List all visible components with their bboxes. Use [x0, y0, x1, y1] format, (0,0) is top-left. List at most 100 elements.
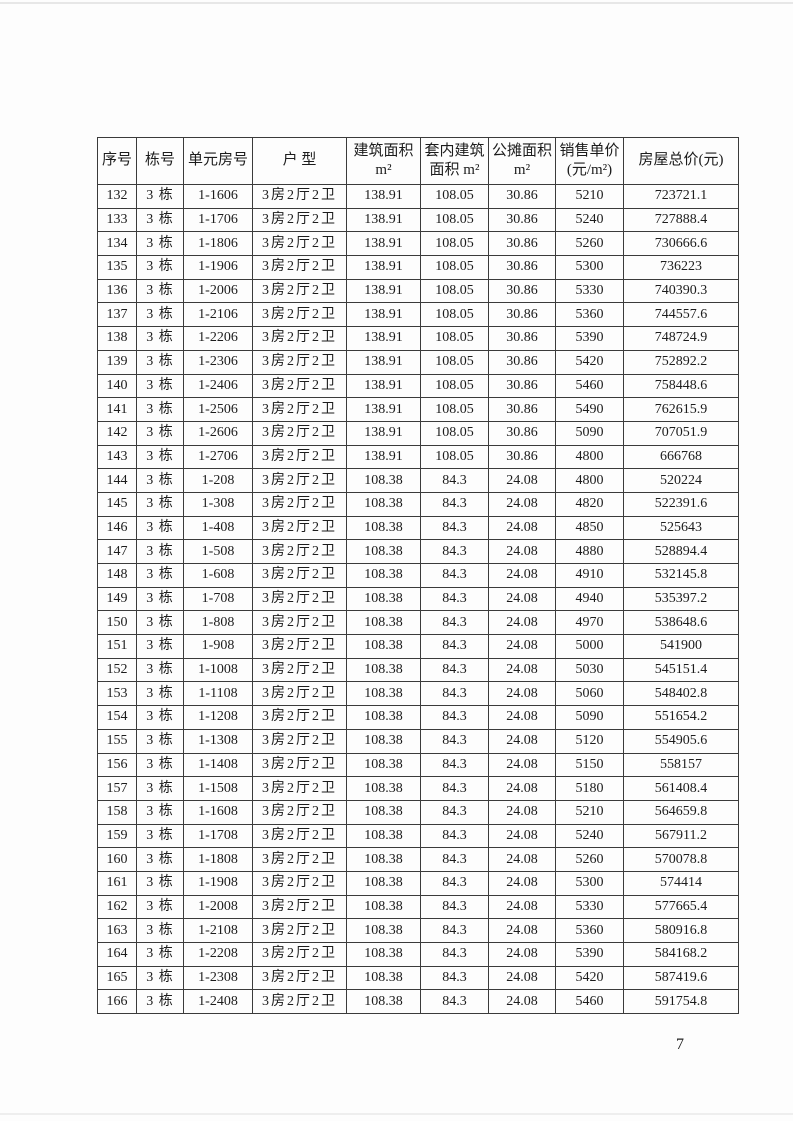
- cell-type: 3房2厅2卫: [252, 231, 347, 257]
- cell-gross_area: 138.91: [346, 184, 421, 209]
- cell-unit_price: 4800: [555, 468, 624, 493]
- cell-shared_area: 24.08: [488, 942, 556, 967]
- cell-gross_area: 108.38: [346, 894, 421, 920]
- cell-inner_area: 84.3: [420, 634, 489, 659]
- column-header-unit: 单元房号: [183, 137, 253, 185]
- cell-gross_area: 138.91: [346, 231, 421, 257]
- table-row: 145 3 栋 1-308 3房2厅2卫 108.38 84.3 24.08 4820 5223…: [97, 491, 739, 517]
- table-row: 158 3 栋 1-1608 3房2厅2卫 108.38 84.3 24.08 5210 564…: [97, 799, 739, 825]
- cell-unit: 1-2106: [183, 302, 253, 328]
- cell-seq: 151: [97, 634, 137, 659]
- cell-shared_area: 24.08: [488, 491, 556, 517]
- cell-unit_price: 5000: [555, 634, 624, 659]
- cell-total_price: 525643: [623, 515, 739, 541]
- cell-shared_area: 24.08: [488, 610, 556, 636]
- cell-inner_area: 84.3: [420, 752, 489, 778]
- cell-inner_area: 108.05: [420, 420, 489, 446]
- cell-shared_area: 30.86: [488, 420, 556, 446]
- cell-inner_area: 108.05: [420, 302, 489, 328]
- cell-inner_area: 84.3: [420, 610, 489, 636]
- cell-type: 3房2厅2卫: [252, 965, 347, 991]
- cell-unit_price: 5460: [555, 373, 624, 399]
- table-row: 140 3 栋 1-2406 3房2厅2卫 138.91 108.05 30.86 5460 7…: [97, 373, 739, 399]
- cell-shared_area: 24.08: [488, 563, 556, 588]
- cell-seq: 160: [97, 847, 137, 872]
- table-row: 142 3 栋 1-2606 3房2厅2卫 138.91 108.05 30.86 5090 7…: [97, 420, 739, 446]
- cell-building: 3 栋: [136, 373, 184, 399]
- table-row: 144 3 栋 1-208 3房2厅2卫 108.38 84.3 24.08 4800 5202…: [97, 468, 739, 493]
- cell-gross_area: 138.91: [346, 207, 421, 233]
- cell-seq: 156: [97, 752, 137, 778]
- cell-total_price: 758448.6: [623, 373, 739, 399]
- cell-building: 3 栋: [136, 255, 184, 280]
- cell-inner_area: 84.3: [420, 918, 489, 943]
- cell-shared_area: 24.08: [488, 515, 556, 541]
- cell-unit: 1-1806: [183, 231, 253, 257]
- cell-shared_area: 24.08: [488, 657, 556, 683]
- table-row: 143 3 栋 1-2706 3房2厅2卫 138.91 108.05 30.86 4800 6…: [97, 444, 739, 470]
- table-row: 137 3 栋 1-2106 3房2厅2卫 138.91 108.05 30.86 5360 7…: [97, 302, 739, 328]
- cell-unit: 1-2408: [183, 989, 253, 1015]
- cell-unit: 1-2306: [183, 349, 253, 375]
- cell-inner_area: 108.05: [420, 397, 489, 422]
- cell-unit_price: 4800: [555, 444, 624, 470]
- cell-building: 3 栋: [136, 468, 184, 493]
- cell-shared_area: 24.08: [488, 776, 556, 801]
- cell-total_price: 551654.2: [623, 705, 739, 730]
- cell-type: 3房2厅2卫: [252, 563, 347, 588]
- cell-unit_price: 5240: [555, 823, 624, 849]
- cell-inner_area: 108.05: [420, 231, 489, 257]
- table-row: 154 3 栋 1-1208 3房2厅2卫 108.38 84.3 24.08 5090 551…: [97, 705, 739, 730]
- cell-inner_area: 84.3: [420, 942, 489, 967]
- cell-unit_price: 5330: [555, 894, 624, 920]
- cell-gross_area: 108.38: [346, 870, 421, 896]
- cell-type: 3房2厅2卫: [252, 255, 347, 280]
- cell-unit_price: 5060: [555, 681, 624, 707]
- cell-building: 3 栋: [136, 965, 184, 991]
- table-row: 159 3 栋 1-1708 3房2厅2卫 108.38 84.3 24.08 5240 567…: [97, 823, 739, 849]
- cell-building: 3 栋: [136, 302, 184, 328]
- cell-total_price: 554905.6: [623, 728, 739, 754]
- cell-shared_area: 24.08: [488, 918, 556, 943]
- table-row: 153 3 栋 1-1108 3房2厅2卫 108.38 84.3 24.08 5060 548…: [97, 681, 739, 707]
- cell-shared_area: 24.08: [488, 847, 556, 872]
- cell-unit: 1-1408: [183, 752, 253, 778]
- cell-total_price: 591754.8: [623, 989, 739, 1015]
- cell-shared_area: 30.86: [488, 349, 556, 375]
- cell-building: 3 栋: [136, 776, 184, 801]
- cell-type: 3房2厅2卫: [252, 705, 347, 730]
- cell-building: 3 栋: [136, 918, 184, 943]
- cell-total_price: 752892.2: [623, 349, 739, 375]
- cell-gross_area: 108.38: [346, 610, 421, 636]
- cell-building: 3 栋: [136, 989, 184, 1015]
- cell-shared_area: 30.86: [488, 255, 556, 280]
- cell-seq: 134: [97, 231, 137, 257]
- table-row: 149 3 栋 1-708 3房2厅2卫 108.38 84.3 24.08 4940 5353…: [97, 586, 739, 612]
- cell-unit: 1-1906: [183, 255, 253, 280]
- cell-gross_area: 108.38: [346, 942, 421, 967]
- cell-unit: 1-2208: [183, 942, 253, 967]
- cell-unit_price: 5210: [555, 184, 624, 209]
- table-row: 155 3 栋 1-1308 3房2厅2卫 108.38 84.3 24.08 5120 554…: [97, 728, 739, 754]
- scan-artifact-bottom: [0, 1113, 793, 1115]
- cell-unit_price: 4850: [555, 515, 624, 541]
- cell-total_price: 567911.2: [623, 823, 739, 849]
- cell-unit: 1-1808: [183, 847, 253, 872]
- cell-type: 3房2厅2卫: [252, 420, 347, 446]
- cell-type: 3房2厅2卫: [252, 894, 347, 920]
- cell-unit: 1-1308: [183, 728, 253, 754]
- cell-gross_area: 108.38: [346, 539, 421, 564]
- cell-building: 3 栋: [136, 397, 184, 422]
- cell-unit_price: 4820: [555, 491, 624, 517]
- cell-shared_area: 24.08: [488, 681, 556, 707]
- cell-inner_area: 84.3: [420, 681, 489, 707]
- cell-inner_area: 84.3: [420, 894, 489, 920]
- cell-inner_area: 108.05: [420, 326, 489, 351]
- cell-type: 3房2厅2卫: [252, 349, 347, 375]
- cell-gross_area: 108.38: [346, 728, 421, 754]
- table-row: 135 3 栋 1-1906 3房2厅2卫 138.91 108.05 30.86 5300 7…: [97, 255, 739, 280]
- page-number: 7: [676, 1036, 684, 1053]
- cell-seq: 155: [97, 728, 137, 754]
- cell-seq: 152: [97, 657, 137, 683]
- table-row: 163 3 栋 1-2108 3房2厅2卫 108.38 84.3 24.08 5360 580…: [97, 918, 739, 943]
